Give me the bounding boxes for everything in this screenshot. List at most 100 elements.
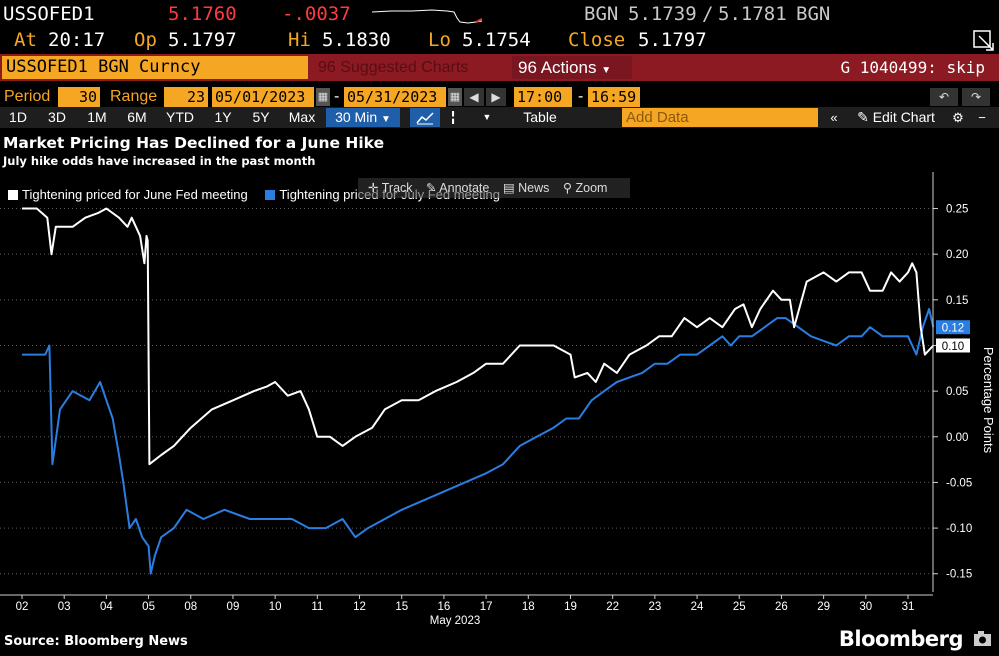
legend-label-june: Tightening priced for June Fed meeting xyxy=(22,186,248,202)
net-change: -.0037 xyxy=(282,3,351,25)
chart-subtitle: July hike odds have increased in the pas… xyxy=(3,154,316,168)
y-tick-label: -0.15 xyxy=(946,569,972,581)
date-range-dash: - xyxy=(334,88,340,105)
y-tick-label: 0.20 xyxy=(946,249,968,261)
x-tick-label: 29 xyxy=(817,601,830,613)
pencil-icon: ✎ xyxy=(857,109,873,125)
range-button-1d[interactable]: 1D xyxy=(9,109,27,125)
x-tick-label: 22 xyxy=(606,601,619,613)
edit-chart-button[interactable]: ✎ Edit Chart xyxy=(848,108,944,127)
high-price: 5.1830 xyxy=(322,29,391,51)
expand-icon[interactable] xyxy=(973,30,995,52)
last-price: 5.1760 xyxy=(168,3,237,25)
x-tick-label: 02 xyxy=(16,601,29,613)
undo-icon[interactable]: ↶ xyxy=(930,88,958,106)
ask-source: BGN xyxy=(796,3,831,25)
sparkline-icon xyxy=(372,9,483,24)
track-tool[interactable]: ✛ Track xyxy=(368,178,413,198)
suggested-charts-button[interactable]: 96 Suggested Charts xyxy=(312,56,508,79)
legend-swatch-june xyxy=(8,190,18,201)
line-chart-icon[interactable] xyxy=(410,108,440,127)
x-tick-label: 10 xyxy=(269,601,282,613)
range-field[interactable]: 23 xyxy=(164,87,208,107)
y-axis-title: Percentage Points xyxy=(981,347,996,454)
x-tick-label: 26 xyxy=(775,601,788,613)
ask-price: 5.1781 xyxy=(718,3,787,25)
x-tick-label: 23 xyxy=(648,601,661,613)
x-axis-title: May 2023 xyxy=(430,615,481,627)
legend-item[interactable]: Tightening priced for June Fed meeting xyxy=(8,186,248,204)
news-label: News xyxy=(518,181,550,195)
chart-title: Market Pricing Has Declined for a June H… xyxy=(3,134,385,152)
calendar-icon[interactable]: ▦ xyxy=(448,88,462,106)
range-button-6m[interactable]: 6M xyxy=(127,109,147,125)
dropdown-arrow-icon: ▼ xyxy=(601,65,612,76)
edit-chart-label: Edit Chart xyxy=(872,109,935,125)
x-tick-label: 09 xyxy=(227,601,240,613)
y-tick-label: 0.15 xyxy=(946,295,968,307)
zoom-tool[interactable]: ⚲ Zoom xyxy=(563,178,608,198)
chevron-left-icon[interactable]: ◀ xyxy=(464,88,484,106)
series-july-line xyxy=(22,308,935,575)
x-tick-label: 04 xyxy=(100,601,113,613)
range-button-5y[interactable]: 5Y xyxy=(252,109,270,125)
period-bar: Period 30 Range 23 05/01/2023 ▦ - 05/31/… xyxy=(0,85,999,107)
period-label: Period xyxy=(4,88,51,105)
range-button-1y[interactable]: 1Y xyxy=(214,109,232,125)
time-range-dash: - xyxy=(578,88,584,105)
start-time-field[interactable]: 17:00 xyxy=(514,87,572,107)
settings-icon[interactable]: ⚙ xyxy=(952,110,964,125)
chevron-right-icon[interactable]: ▶ xyxy=(486,88,506,106)
range-button-1m[interactable]: 1M xyxy=(87,109,107,125)
x-tick-label: 03 xyxy=(58,601,71,613)
end-time-field[interactable]: 16:59 xyxy=(588,87,640,107)
annotate-tool[interactable]: ✎ Annotate xyxy=(426,178,489,198)
title-bar: USSOFED1 BGN Curncy 96 Suggested Charts … xyxy=(0,54,999,81)
range-button-max[interactable]: Max xyxy=(288,109,316,125)
close-label: Close xyxy=(568,29,626,51)
interval-dropdown[interactable]: 30 Min ▼ xyxy=(326,108,400,127)
zoom-label: Zoom xyxy=(575,181,608,195)
period-field[interactable]: 30 xyxy=(58,87,100,107)
x-tick-label: 18 xyxy=(522,601,535,613)
dropdown-arrow-icon[interactable]: ▼ xyxy=(482,112,492,122)
camera-icon[interactable] xyxy=(973,630,993,648)
range-button-3d[interactable]: 3D xyxy=(48,109,66,125)
calendar-icon[interactable]: ▦ xyxy=(316,88,330,106)
chart-tools-overlay: ✛ Track ✎ Annotate ▤ News ⚲ Zoom xyxy=(358,178,630,198)
bid-ask-separator: / xyxy=(702,3,714,25)
interval-label: 30 Min xyxy=(335,109,378,125)
y-tick-label: -0.05 xyxy=(946,477,972,489)
bar-chart-icon[interactable]: ╏ xyxy=(449,110,457,125)
legend-swatch-july xyxy=(265,190,276,201)
range-button-ytd[interactable]: YTD xyxy=(166,109,194,125)
bid-price: 5.1739 xyxy=(628,3,697,25)
low-price: 5.1754 xyxy=(462,29,531,51)
series-june-line xyxy=(22,207,935,466)
actions-menu[interactable]: 96 Actions ▼ xyxy=(512,56,632,79)
crosshair-icon: ✛ xyxy=(368,181,382,195)
x-tick-label: 17 xyxy=(480,601,493,613)
x-tick-label: 11 xyxy=(311,601,323,613)
last-value-badge-june xyxy=(936,338,970,353)
start-date-field[interactable]: 05/01/2023 xyxy=(212,87,314,107)
last-value-label-june: 0.10 xyxy=(942,341,964,353)
add-data-input[interactable]: Add Data xyxy=(622,108,818,127)
security-field[interactable]: USSOFED1 BGN Curncy xyxy=(2,56,308,79)
range-label: Range xyxy=(110,88,158,105)
zoom-out-icon[interactable]: − xyxy=(978,110,986,125)
collapse-icon[interactable]: « xyxy=(830,110,838,125)
ticker: USSOFED1 xyxy=(3,3,95,25)
annotate-label: Annotate xyxy=(439,181,490,195)
open-label: Op xyxy=(134,29,157,51)
table-button[interactable]: Table xyxy=(523,109,557,125)
actions-icon: 96 xyxy=(518,58,541,77)
suggested-charts-label: Suggested Charts xyxy=(340,59,469,76)
low-label: Lo xyxy=(428,29,451,51)
x-tick-label: 16 xyxy=(438,601,451,613)
annotate-icon: ✎ xyxy=(426,181,440,195)
x-tick-label: 19 xyxy=(564,601,577,613)
redo-icon[interactable]: ↷ xyxy=(962,88,990,106)
news-tool[interactable]: ▤ News xyxy=(503,178,550,198)
end-date-field[interactable]: 05/31/2023 xyxy=(344,87,446,107)
